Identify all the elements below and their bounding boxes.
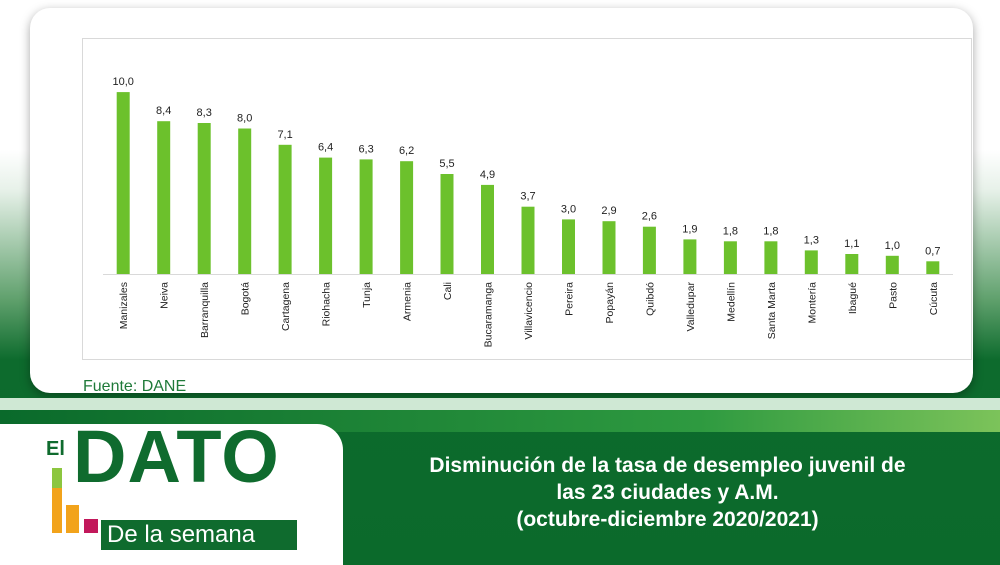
- bar-chart: 10,0 Manizales 8,4 Neiva 8,3 Barranquilla 8,0 B…: [103, 76, 953, 348]
- category-label-20: Cúcuta: [928, 282, 940, 315]
- value-label-20: 0,7: [925, 245, 940, 257]
- category-label-12: Popayán: [604, 282, 616, 324]
- category-label-13: Quibdó: [644, 282, 656, 316]
- bar-9: [481, 184, 494, 274]
- logo-bar-orange-short: [66, 505, 79, 533]
- bar-8: [440, 174, 454, 274]
- value-label-7: 6,2: [399, 145, 414, 157]
- chart-card: 10,0 Manizales 8,4 Neiva 8,3 Barranquilla 8,0 B…: [30, 8, 973, 395]
- category-label-16: Santa Marta: [766, 282, 778, 339]
- decorative-band-light: [0, 398, 1000, 410]
- bar-15: [723, 241, 737, 274]
- bar-12: [602, 221, 616, 274]
- category-label-0: Manizales: [118, 282, 130, 329]
- bar-13: [642, 226, 656, 274]
- value-label-15: 1,8: [723, 225, 738, 237]
- category-label-11: Pereira: [564, 282, 576, 316]
- bar-2: [197, 123, 211, 274]
- category-label-14: Valledupar: [685, 282, 697, 332]
- logo-subtitle: De la semana: [101, 520, 297, 550]
- category-label-9: Bucaramanga: [483, 282, 495, 348]
- category-label-6: Tunja: [361, 282, 373, 308]
- category-label-1: Neiva: [159, 282, 171, 309]
- bar-5: [319, 157, 333, 274]
- headline-line-1: Disminución de la tasa de desempleo juve…: [429, 454, 906, 477]
- logo-bar-magenta: [84, 519, 98, 533]
- headline: Disminución de la tasa de desempleo juve…: [355, 452, 980, 533]
- bar-4: [278, 144, 292, 274]
- logo-bar-orange-tall: [52, 468, 62, 533]
- value-label-11: 3,0: [561, 203, 576, 215]
- category-label-2: Barranquilla: [199, 282, 211, 338]
- headline-line-3: (octubre-diciembre 2020/2021): [516, 508, 819, 531]
- bar-14: [683, 239, 697, 274]
- value-label-14: 1,9: [682, 223, 697, 235]
- value-label-4: 7,1: [277, 129, 292, 141]
- category-label-10: Villavicencio: [523, 282, 535, 340]
- bar-10: [521, 206, 535, 274]
- value-label-8: 5,5: [439, 158, 454, 170]
- value-label-13: 2,6: [642, 211, 657, 223]
- category-label-7: Armenia: [402, 282, 414, 321]
- value-label-3: 8,0: [237, 113, 252, 125]
- logo-bar-green-top: [52, 468, 62, 488]
- logo-dato-text: DATO: [73, 415, 280, 498]
- value-label-18: 1,1: [844, 238, 859, 250]
- bar-7: [400, 161, 414, 274]
- bar-19: [885, 255, 899, 274]
- bar-0: [116, 92, 130, 274]
- value-label-12: 2,9: [601, 205, 616, 217]
- bar-11: [562, 219, 575, 274]
- value-label-17: 1,3: [804, 234, 819, 246]
- bar-20: [926, 261, 940, 274]
- category-label-4: Cartagena: [280, 282, 292, 331]
- value-label-2: 8,3: [197, 107, 212, 119]
- value-label-9: 4,9: [480, 169, 495, 181]
- bar-16: [764, 241, 778, 274]
- category-label-19: Pasto: [887, 282, 899, 309]
- category-label-17: Montería: [806, 282, 818, 324]
- category-label-5: Riohacha: [321, 282, 333, 327]
- category-label-8: Cali: [442, 282, 454, 300]
- category-label-15: Medellín: [725, 282, 737, 322]
- bar-17: [804, 250, 818, 274]
- source-note: Fuente: DANE: [83, 378, 187, 395]
- value-label-1: 8,4: [156, 105, 171, 117]
- logo-el-text: El: [46, 438, 65, 460]
- category-label-18: Ibagué: [847, 282, 859, 314]
- value-label-0: 10,0: [112, 76, 133, 88]
- bar-6: [359, 159, 373, 274]
- bar-3: [238, 128, 252, 274]
- value-label-10: 3,7: [520, 191, 535, 203]
- plot-area: 10,0 Manizales 8,4 Neiva 8,3 Barranquilla 8,0 B…: [82, 38, 972, 360]
- category-label-3: Bogotá: [240, 282, 252, 315]
- value-label-5: 6,4: [318, 142, 333, 154]
- headline-line-2: las 23 ciudades y A.M.: [556, 481, 779, 504]
- value-label-6: 6,3: [358, 143, 373, 155]
- bar-1: [157, 121, 171, 274]
- value-label-19: 1,0: [885, 240, 900, 252]
- bar-18: [845, 254, 859, 274]
- value-label-16: 1,8: [763, 225, 778, 237]
